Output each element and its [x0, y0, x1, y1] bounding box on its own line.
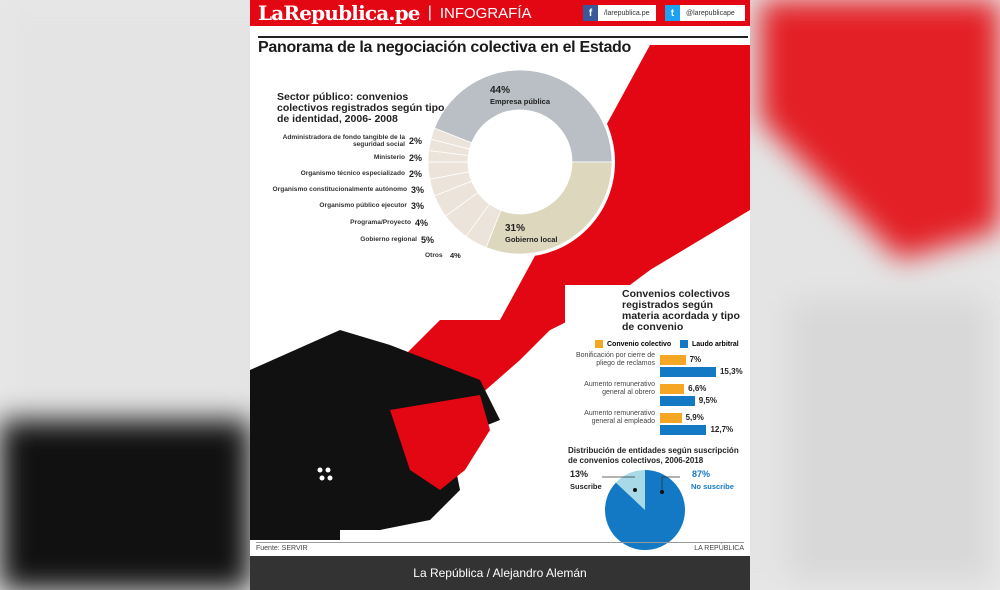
- handshake-illustration: [250, 45, 750, 550]
- bar-category-2: Aumento remunerativo general al empleado: [584, 410, 655, 425]
- infographic: LaRepublica.pe | INFOGRAFÍA f/larepublic…: [250, 0, 750, 590]
- bar-laudo-2: [660, 425, 707, 435]
- subscription-pie: [605, 470, 685, 550]
- red-hand-fingers: [390, 395, 490, 490]
- donut-chart: [427, 69, 613, 255]
- donut-label-6: Organismo constitucionalmente autónomo: [272, 186, 407, 193]
- donut-label-otros: Otros: [425, 252, 443, 259]
- legend-convenio: Convenio colectivo: [595, 340, 671, 348]
- bar-value-convenio-2: 5,9%: [685, 413, 704, 422]
- donut-pct-6: 3%: [411, 185, 425, 195]
- donut-label-7: Organismo técnico especializado: [300, 170, 405, 177]
- bar-value-convenio-0: 7%: [689, 355, 702, 364]
- section-label: INFOGRAFÍA: [439, 4, 532, 22]
- white-cuff: [250, 440, 340, 540]
- pie-title: Distribución de entidades según suscripc…: [568, 446, 739, 465]
- credit-bar: La República / Alejandro Alemán: [250, 556, 750, 590]
- red-arm: [500, 45, 750, 330]
- header-bar: LaRepublica.pe | INFOGRAFÍA: [250, 0, 750, 26]
- suscribe-pct: 13%: [570, 469, 589, 479]
- donut-pct-5: 3%: [411, 201, 425, 211]
- divider: |: [427, 4, 432, 21]
- page-title: Panorama de la negociación colectiva en …: [258, 39, 631, 56]
- bar-value-laudo-1: 9,5%: [698, 396, 717, 405]
- donut-label-9: Administradora de fondo tangible de la s…: [282, 134, 405, 148]
- twitter-link[interactable]: t @larepublicape: [665, 5, 745, 21]
- donut-label-5: Organismo público ejecutor: [319, 202, 407, 209]
- donut-label-1: Gobierno local: [505, 235, 558, 244]
- footer-brand: LA REPÚBLICA: [694, 545, 744, 552]
- logo[interactable]: LaRepublica.pe: [258, 1, 420, 25]
- donut-label-8: Ministerio: [373, 154, 405, 161]
- no-suscribe-pct: 87%: [692, 469, 711, 479]
- pie-slice-no-suscribe: [605, 470, 685, 550]
- donut-pct-7: 2%: [409, 169, 423, 179]
- pie-slice-suscribe: [615, 470, 645, 510]
- bar-category-1: Aumento remunerativo general al obrero: [584, 381, 655, 396]
- bar-chart-title: Convenios colectivos registrados según m…: [622, 288, 740, 333]
- bar-value-laudo-0: 15,3%: [719, 367, 743, 376]
- bar-category-0: Bonificación por cierre de pliego de rec…: [576, 352, 655, 367]
- suscribe-label: Suscribe: [570, 482, 602, 491]
- bar-convenio-1: [660, 384, 685, 394]
- donut-title: Sector público: convenios colectivos reg…: [277, 91, 445, 125]
- facebook-icon: f: [583, 5, 598, 21]
- bar-value-convenio-1: 6,6%: [688, 384, 707, 393]
- bar-convenio-0: [660, 355, 686, 365]
- donut-label-0: Empresa pública: [490, 97, 551, 106]
- donut-pct-4: 4%: [415, 218, 429, 228]
- donut-slice-9: [430, 127, 473, 150]
- facebook-link[interactable]: f/larepublica.pe: [583, 5, 656, 21]
- legend-laudo: Laudo arbitral: [680, 340, 739, 348]
- bar-convenio-2: [660, 413, 682, 423]
- donut-slice-0: [433, 69, 613, 163]
- donut-pct-8: 2%: [409, 153, 423, 163]
- no-suscribe-label: No suscribe: [691, 482, 734, 491]
- bar-value-laudo-2: 12,7%: [710, 425, 734, 434]
- donut-pct-9: 2%: [409, 136, 423, 146]
- donut-pct-1: 31%: [505, 223, 526, 234]
- donut-pct-0: 44%: [490, 85, 511, 96]
- twitter-icon: t: [665, 5, 680, 21]
- donut-label-4: Programa/Proyecto: [350, 219, 411, 226]
- donut-slice-1: [485, 161, 613, 255]
- donut-pct-otros: 4%: [450, 251, 461, 260]
- donut-pct-3: 5%: [421, 235, 435, 245]
- donut-label-3: Gobierno regional: [360, 236, 417, 243]
- bar-laudo-0: [660, 367, 716, 377]
- footer-rule: [256, 542, 744, 543]
- bar-laudo-1: [660, 396, 695, 406]
- title-rule: [258, 36, 748, 38]
- source: Fuente: SERVIR: [256, 545, 308, 552]
